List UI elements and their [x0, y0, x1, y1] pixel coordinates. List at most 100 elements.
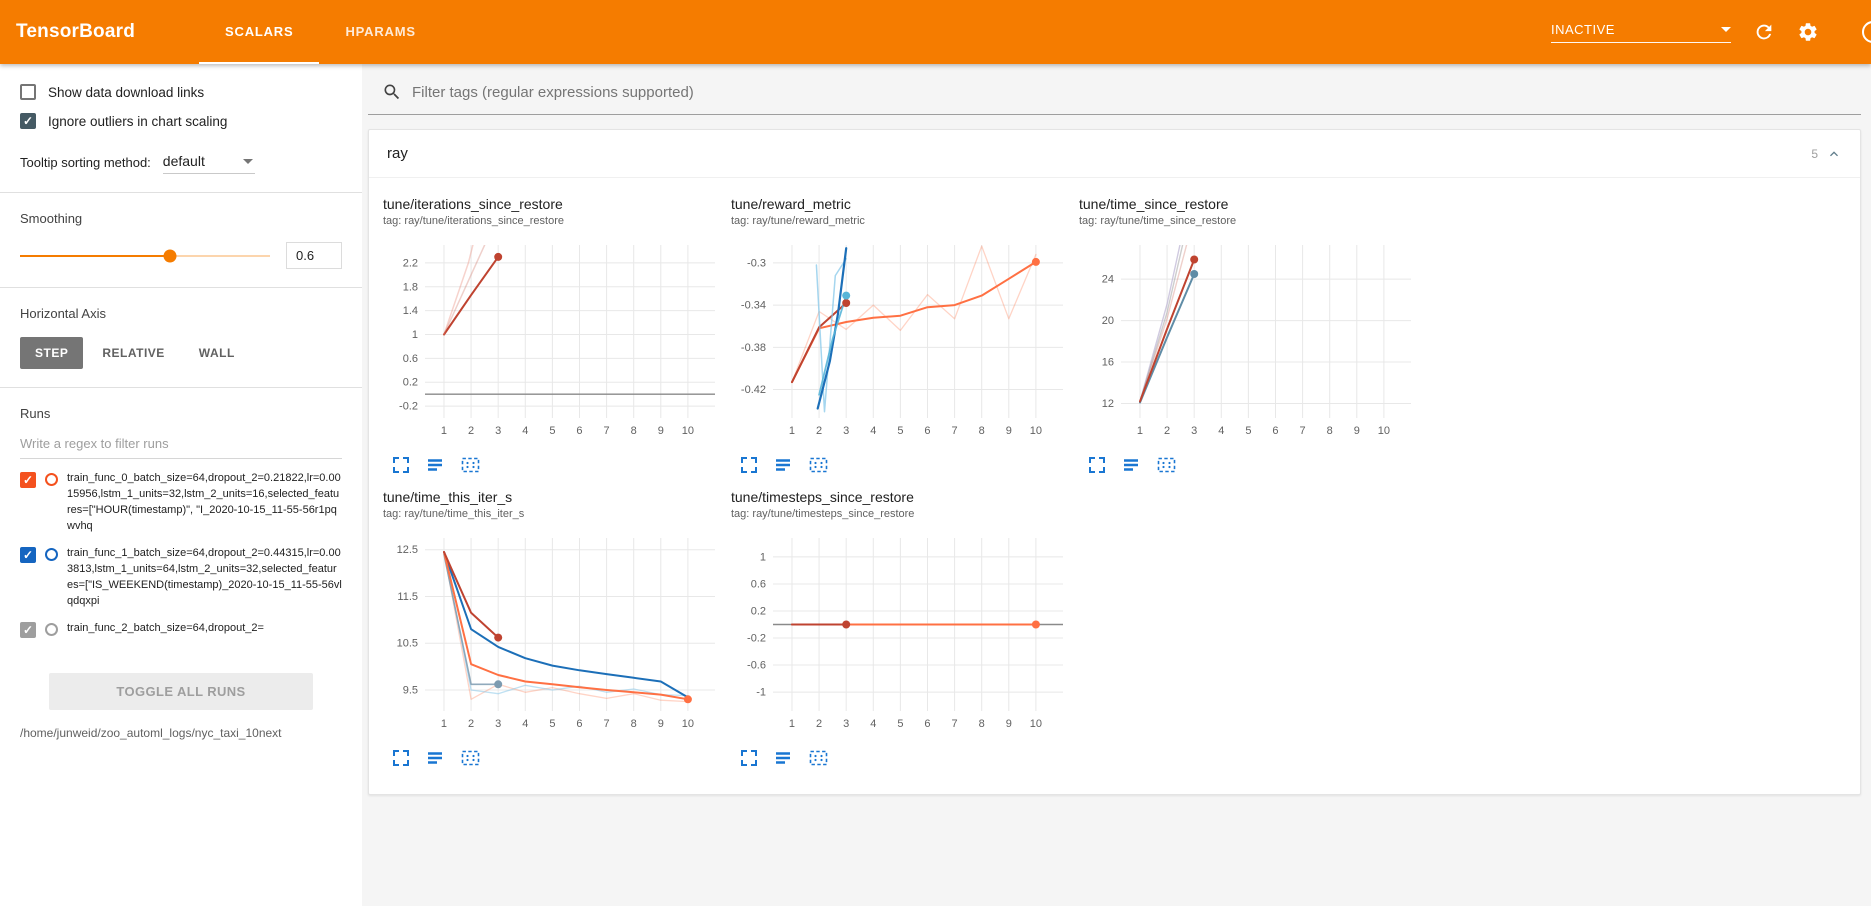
svg-text:16: 16	[1102, 357, 1114, 369]
svg-text:6: 6	[924, 425, 930, 437]
scalar-chart[interactable]: 1 2 3 4 5 6 7 8 9 10 -0.2 0.2 0.6 1 1.4 1.8 2.2	[383, 237, 723, 442]
data-table-icon[interactable]	[425, 455, 445, 475]
refresh-icon[interactable]	[1753, 21, 1775, 43]
toggle-all-runs-button[interactable]: TOGGLE ALL RUNS	[48, 673, 314, 710]
svg-text:10.5: 10.5	[397, 638, 418, 650]
svg-text:8: 8	[979, 718, 985, 730]
chart-card: tune/timesteps_since_restore tag: ray/tun…	[731, 489, 1077, 768]
slider-thumb[interactable]	[163, 249, 177, 262]
smoothing-label: Smoothing	[20, 211, 83, 226]
scalar-chart[interactable]: 1 2 3 4 5 6 7 8 9 10 -1 -0.6 -0.2 0.2 0.6 1	[731, 530, 1071, 735]
status-dropdown-value: INACTIVE	[1551, 21, 1615, 37]
run-radio-icon[interactable]	[45, 473, 58, 486]
svg-text:1.4: 1.4	[403, 305, 418, 317]
svg-text:7: 7	[1300, 425, 1306, 437]
svg-text:2: 2	[816, 425, 822, 437]
svg-text:7: 7	[604, 425, 610, 437]
tag-filter-input[interactable]	[412, 83, 1847, 101]
runs-filter-input[interactable]	[20, 433, 342, 459]
expand-icon[interactable]	[1087, 455, 1107, 475]
expand-icon[interactable]	[739, 455, 759, 475]
smoothing-value[interactable]: 0.6	[286, 242, 342, 269]
run-checkbox-icon[interactable]: ✓	[20, 546, 36, 563]
svg-text:9: 9	[1006, 425, 1012, 437]
svg-text:7: 7	[952, 718, 958, 730]
svg-text:5: 5	[549, 718, 555, 730]
chart-actions	[1087, 455, 1425, 475]
svg-text:9: 9	[1006, 718, 1012, 730]
chevron-down-icon	[1721, 26, 1731, 32]
tag-group-card: ray 5 tune/iterations_since_restore tag: …	[368, 129, 1861, 795]
chevron-up-icon[interactable]	[1826, 146, 1842, 162]
run-item[interactable]: ✓ train_func_2_batch_size=64,dropout_2=	[20, 621, 342, 638]
svg-text:2: 2	[816, 718, 822, 730]
tag-group-header[interactable]: ray 5	[369, 130, 1860, 178]
fit-domain-icon[interactable]	[459, 748, 482, 768]
run-radio-icon[interactable]	[45, 547, 58, 561]
run-label: train_func_2_batch_size=64,dropout_2=	[67, 621, 264, 634]
run-checkbox-icon[interactable]: ✓	[20, 472, 36, 488]
svg-text:1: 1	[441, 425, 447, 437]
chart-actions	[391, 455, 729, 475]
run-item[interactable]: ✓ train_func_0_batch_size=64,dropout_2=0.…	[20, 471, 342, 535]
svg-text:20: 20	[1102, 315, 1114, 327]
svg-text:7: 7	[952, 425, 958, 437]
svg-text:2: 2	[1164, 425, 1170, 437]
expand-icon[interactable]	[391, 455, 411, 475]
chevron-down-icon	[242, 158, 253, 164]
tooltip-sort-select[interactable]: default	[162, 151, 255, 174]
gear-icon[interactable]	[1797, 21, 1819, 43]
data-table-icon[interactable]	[425, 748, 445, 768]
data-table-icon[interactable]	[773, 455, 793, 475]
chart-card: tune/time_since_restore tag: ray/tune/tim…	[1079, 196, 1425, 475]
smoothing-slider[interactable]	[20, 249, 270, 262]
chart-title: tune/time_this_iter_s	[383, 489, 513, 505]
fit-domain-icon[interactable]	[807, 455, 830, 475]
run-label: train_func_1_batch_size=64,dropout_2=0.4…	[67, 546, 342, 607]
app-logo: TensorBoard	[16, 21, 136, 42]
app-header: TensorBoard SCALARS HPARAMS INACTIVE	[0, 0, 1871, 64]
axis-button-step[interactable]: STEP	[20, 337, 84, 369]
svg-text:8: 8	[631, 425, 637, 437]
status-dropdown[interactable]: INACTIVE	[1551, 22, 1731, 43]
svg-text:12.5: 12.5	[397, 544, 418, 556]
fit-domain-icon[interactable]	[459, 455, 482, 475]
run-checkbox-icon[interactable]: ✓	[20, 621, 36, 638]
fit-domain-icon[interactable]	[807, 748, 830, 768]
svg-text:1.8: 1.8	[403, 281, 418, 293]
svg-text:4: 4	[522, 425, 528, 437]
axis-button-relative[interactable]: RELATIVE	[87, 337, 179, 369]
svg-text:6: 6	[1272, 425, 1278, 437]
svg-text:9: 9	[658, 425, 664, 437]
chart-card: tune/iterations_since_restore tag: ray/tu…	[383, 196, 729, 475]
expand-icon[interactable]	[739, 748, 759, 768]
slider-track-fill	[20, 254, 170, 257]
runs-label: Runs	[20, 406, 51, 421]
scalar-chart[interactable]: 1 2 3 4 5 6 7 8 9 10 9.5 10.5 11.5 12.5	[383, 530, 723, 735]
tab-hparams[interactable]: HPARAMS	[345, 23, 416, 39]
fit-domain-icon[interactable]	[1155, 455, 1178, 475]
svg-text:0.2: 0.2	[751, 605, 766, 617]
svg-text:5: 5	[897, 425, 903, 437]
runs-list: ✓ train_func_0_batch_size=64,dropout_2=0.…	[20, 471, 342, 669]
data-table-icon[interactable]	[773, 748, 793, 768]
svg-text:-1: -1	[756, 687, 766, 699]
checkbox-unchecked-icon[interactable]	[20, 84, 36, 100]
checkbox-checked-icon[interactable]: ✓	[20, 113, 36, 129]
axis-button-wall[interactable]: WALL	[184, 337, 250, 369]
svg-text:1: 1	[412, 329, 418, 341]
help-icon[interactable]	[1862, 21, 1871, 43]
tab-scalars[interactable]: SCALARS	[199, 0, 320, 64]
settings-checkbox-row[interactable]: ✓ Ignore outliers in chart scaling	[20, 113, 342, 129]
chart-title: tune/time_since_restore	[1079, 196, 1229, 212]
data-table-icon[interactable]	[1121, 455, 1141, 475]
run-radio-icon[interactable]	[45, 622, 58, 636]
run-label: train_func_0_batch_size=64,dropout_2=0.2…	[67, 472, 341, 532]
run-item[interactable]: ✓ train_func_1_batch_size=64,dropout_2=0.…	[20, 546, 342, 610]
settings-checkbox-row[interactable]: Show data download links	[20, 84, 342, 100]
scalar-chart[interactable]: 1 2 3 4 5 6 7 8 9 10 -0.42 -0.38 -0.34 -0.3	[731, 237, 1071, 442]
chart-tag: tag: ray/tune/time_since_restore	[1079, 215, 1237, 227]
expand-icon[interactable]	[391, 748, 411, 768]
svg-text:0.2: 0.2	[403, 377, 418, 389]
